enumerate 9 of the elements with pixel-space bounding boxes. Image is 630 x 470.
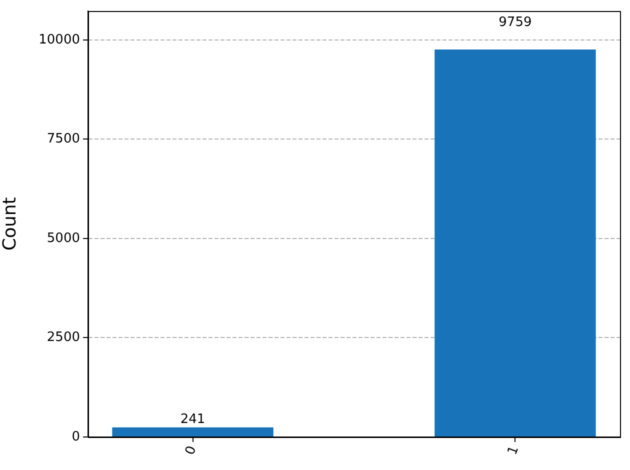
y-tick-label: 7500 [46, 132, 80, 147]
data-label: 241 [180, 412, 206, 427]
y-tick-label: 10000 [38, 32, 80, 48]
y-axis-title: Count [0, 197, 20, 251]
y-tick-label: 5000 [46, 230, 80, 246]
data-label: 9759 [498, 15, 532, 30]
x-tick-label: 1 [505, 444, 522, 457]
y-tick-label: 2500 [46, 330, 80, 346]
y-tick-label: 0 [72, 429, 80, 444]
